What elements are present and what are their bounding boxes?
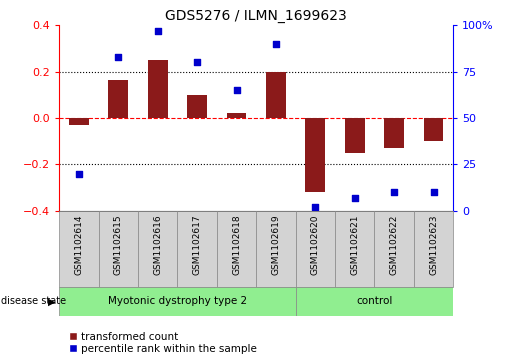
Bar [187, 95, 207, 118]
FancyBboxPatch shape [256, 211, 296, 287]
FancyBboxPatch shape [374, 211, 414, 287]
Text: ▶: ▶ [48, 296, 56, 306]
Legend: transformed count, percentile rank within the sample: transformed count, percentile rank withi… [64, 327, 261, 358]
Bar [266, 72, 286, 118]
Text: GSM1102617: GSM1102617 [193, 214, 201, 275]
Point [75, 171, 83, 176]
Text: GSM1102616: GSM1102616 [153, 214, 162, 275]
Point [311, 204, 319, 210]
Text: GSM1102614: GSM1102614 [75, 214, 83, 275]
FancyBboxPatch shape [217, 211, 256, 287]
Text: GSM1102622: GSM1102622 [390, 214, 399, 275]
FancyBboxPatch shape [335, 211, 374, 287]
FancyBboxPatch shape [138, 211, 177, 287]
Bar [227, 113, 246, 118]
Bar [69, 118, 89, 125]
Title: GDS5276 / ILMN_1699623: GDS5276 / ILMN_1699623 [165, 9, 347, 23]
Text: GSM1102623: GSM1102623 [429, 214, 438, 275]
FancyBboxPatch shape [99, 211, 138, 287]
Bar [109, 80, 128, 118]
Text: GSM1102620: GSM1102620 [311, 214, 320, 275]
Point [351, 195, 359, 200]
Bar [148, 60, 167, 118]
FancyBboxPatch shape [414, 211, 453, 287]
FancyBboxPatch shape [59, 211, 99, 287]
Text: GSM1102619: GSM1102619 [271, 214, 280, 275]
FancyBboxPatch shape [59, 287, 296, 316]
Bar [424, 118, 443, 141]
Text: GSM1102618: GSM1102618 [232, 214, 241, 275]
Point [430, 189, 438, 195]
Text: Myotonic dystrophy type 2: Myotonic dystrophy type 2 [108, 296, 247, 306]
Point [232, 87, 241, 93]
Text: control: control [356, 296, 392, 306]
Point [272, 41, 280, 47]
FancyBboxPatch shape [177, 211, 217, 287]
Bar [305, 118, 325, 192]
FancyBboxPatch shape [296, 287, 453, 316]
Point [114, 54, 123, 60]
Point [390, 189, 398, 195]
Text: disease state: disease state [1, 296, 66, 306]
Text: GSM1102615: GSM1102615 [114, 214, 123, 275]
FancyBboxPatch shape [296, 211, 335, 287]
Bar [384, 118, 404, 148]
Point [153, 28, 162, 34]
Point [193, 60, 201, 65]
Text: GSM1102621: GSM1102621 [350, 214, 359, 275]
Bar [345, 118, 365, 153]
